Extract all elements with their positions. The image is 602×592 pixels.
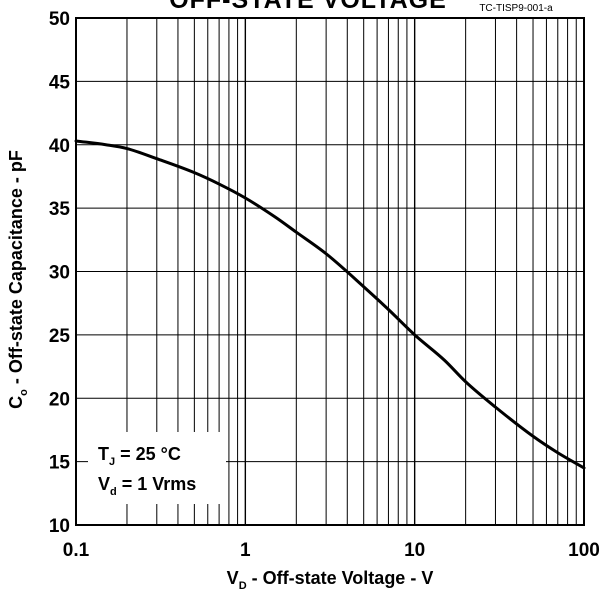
y-tick-label: 40 bbox=[49, 136, 70, 157]
chart-title: OFF-STATE VOLTAGE bbox=[169, 0, 447, 14]
test-voltage-annotation: Vd = 1 Vrms bbox=[98, 474, 196, 498]
temperature-annotation: TJ = 25 °C bbox=[98, 444, 181, 468]
y-tick-label: 10 bbox=[49, 516, 70, 537]
y-tick-label: 35 bbox=[49, 199, 71, 220]
plot-frame bbox=[75, 17, 585, 526]
y-tick-label: 50 bbox=[49, 9, 70, 30]
y-axis-label: Co - Off-state Capacitance - pF bbox=[6, 150, 30, 409]
y-tick-label: 20 bbox=[49, 389, 70, 410]
figure-id: TC-TISP9-001-a bbox=[479, 3, 553, 14]
x-tick-label: 1 bbox=[240, 540, 251, 561]
chart-title-group: OFF-STATE VOLTAGE TC-TISP9-001-a bbox=[169, 0, 553, 14]
x-axis-label: VD - Off-state Voltage - V bbox=[227, 568, 434, 592]
annotation-box bbox=[88, 432, 226, 504]
y-tick-label: 30 bbox=[49, 263, 70, 284]
capacitance-curve bbox=[74, 139, 586, 470]
series-layer bbox=[74, 139, 586, 470]
x-tick-label: 0.1 bbox=[63, 540, 90, 561]
conditions-annotation: TJ = 25 °C Vd = 1 Vrms bbox=[88, 432, 226, 504]
y-tick-label: 25 bbox=[49, 326, 71, 347]
axis-labels: VD - Off-state Voltage - V Co - Off-state… bbox=[6, 150, 433, 592]
axes bbox=[75, 17, 585, 526]
x-tick-label: 10 bbox=[404, 540, 425, 561]
tick-labels: 10 15 20 25 30 35 40 45 50 0.1 1 10 100 bbox=[49, 9, 600, 561]
y-tick-label: 45 bbox=[49, 72, 71, 93]
y-tick-label: 15 bbox=[49, 453, 71, 474]
x-tick-label: 100 bbox=[568, 540, 600, 561]
